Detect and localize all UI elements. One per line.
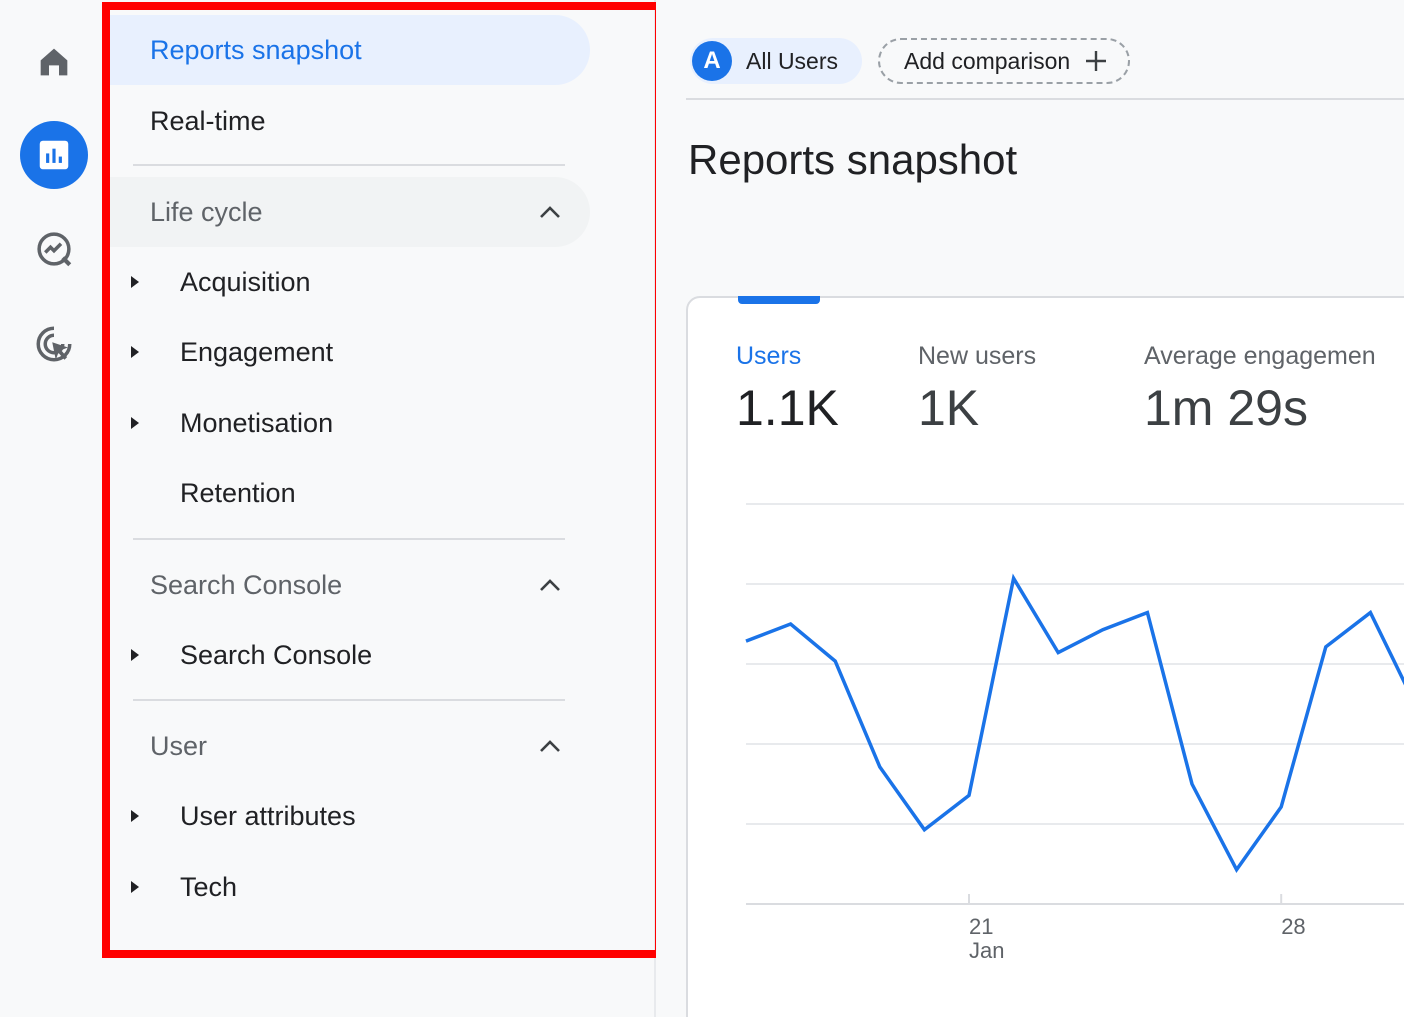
metric-avg-engagement-tab[interactable]: Average engagemen 1m 29s: [1144, 342, 1376, 437]
audience-label: All Users: [746, 47, 839, 74]
add-comparison-label: Add comparison: [904, 47, 1071, 74]
caret-right-icon: [130, 403, 158, 443]
left-rail: [0, 0, 108, 1017]
metric-new-users-tab[interactable]: New users 1K: [918, 342, 1036, 437]
nav-tech[interactable]: Tech: [130, 867, 237, 907]
advertising-icon: [36, 326, 72, 362]
plus-icon: [1084, 49, 1108, 73]
nav-engagement-label: Engagement: [180, 336, 334, 367]
nav-user-attributes[interactable]: User attributes: [130, 796, 356, 836]
page-title: Reports snapshot: [688, 136, 1018, 183]
nav-retention[interactable]: Retention: [130, 473, 296, 513]
caret-right-icon: [130, 635, 158, 675]
caret-right-icon: [130, 796, 158, 836]
caret-right-icon: [130, 867, 158, 907]
divider: [133, 164, 565, 166]
x-tick-label: 21: [969, 914, 993, 939]
chevron-up-icon[interactable]: [538, 573, 562, 597]
metric-label: Average engagemen: [1144, 342, 1376, 370]
metric-label: Users: [736, 342, 802, 370]
nav-reports-snapshot-label: Reports snapshot: [150, 34, 362, 65]
chevron-up-icon[interactable]: [538, 734, 562, 758]
divider: [133, 538, 565, 540]
caret-right-icon: [130, 262, 158, 302]
audience-chip[interactable]: A All Users: [690, 38, 862, 84]
audience-avatar: A: [692, 41, 732, 81]
nav-engagement[interactable]: Engagement: [130, 332, 333, 372]
nav-acquisition[interactable]: Acquisition: [130, 262, 311, 302]
nav-search-console[interactable]: Search Console: [130, 635, 372, 675]
series-line: [745, 573, 1404, 874]
x-month-label: Jan: [969, 938, 1004, 963]
add-comparison-button[interactable]: Add comparison: [878, 38, 1130, 84]
users-line-chart: 21 28 Jan: [745, 503, 1404, 963]
metric-users-tab[interactable]: Users 1.1K: [736, 342, 839, 437]
metrics-card: Users 1.1K New users 1K Average engageme…: [686, 296, 1404, 1017]
nav-realtime[interactable]: Real-time: [150, 101, 266, 141]
reports-icon: [39, 140, 69, 170]
explore-icon: [37, 232, 72, 267]
nav-monetisation-label: Monetisation: [180, 407, 334, 438]
home-icon: [40, 48, 68, 76]
explore-nav[interactable]: [20, 215, 88, 283]
caret-right-icon: [130, 332, 158, 372]
nav-monetisation[interactable]: Monetisation: [130, 403, 333, 443]
metric-value: 1K: [918, 380, 980, 436]
reports-nav[interactable]: [20, 121, 88, 189]
section-life-cycle[interactable]: Life cycle: [110, 177, 590, 247]
metric-value: 1m 29s: [1144, 380, 1308, 436]
x-tick-label: 28: [1281, 914, 1305, 939]
home-nav[interactable]: [20, 28, 88, 96]
section-user-title: User: [150, 730, 208, 761]
section-search-console[interactable]: Search Console: [150, 565, 342, 605]
main-content: A All Users Add comparison Reports snaps…: [656, 0, 1404, 1017]
section-search-console-title: Search Console: [150, 569, 343, 600]
nav-tech-label: Tech: [180, 871, 238, 902]
nav-realtime-label: Real-time: [150, 105, 266, 136]
metric-label: New users: [918, 342, 1037, 370]
nav-reports-snapshot[interactable]: Reports snapshot: [110, 15, 590, 85]
nav-user-attributes-label: User attributes: [180, 800, 356, 831]
active-tab-indicator: [738, 296, 820, 304]
reports-sidebar: Reports snapshot Real-time Life cycle Ac…: [108, 0, 656, 1017]
divider: [133, 699, 565, 701]
advertising-nav[interactable]: [20, 310, 88, 378]
section-life-cycle-title: Life cycle: [150, 196, 263, 227]
section-user[interactable]: User: [150, 726, 207, 766]
nav-retention-label: Retention: [180, 477, 296, 508]
nav-search-console-label: Search Console: [180, 639, 373, 670]
nav-acquisition-label: Acquisition: [180, 266, 311, 297]
metric-value: 1.1K: [736, 380, 839, 436]
header-divider: [686, 98, 1404, 100]
chevron-up-icon[interactable]: [538, 200, 562, 224]
